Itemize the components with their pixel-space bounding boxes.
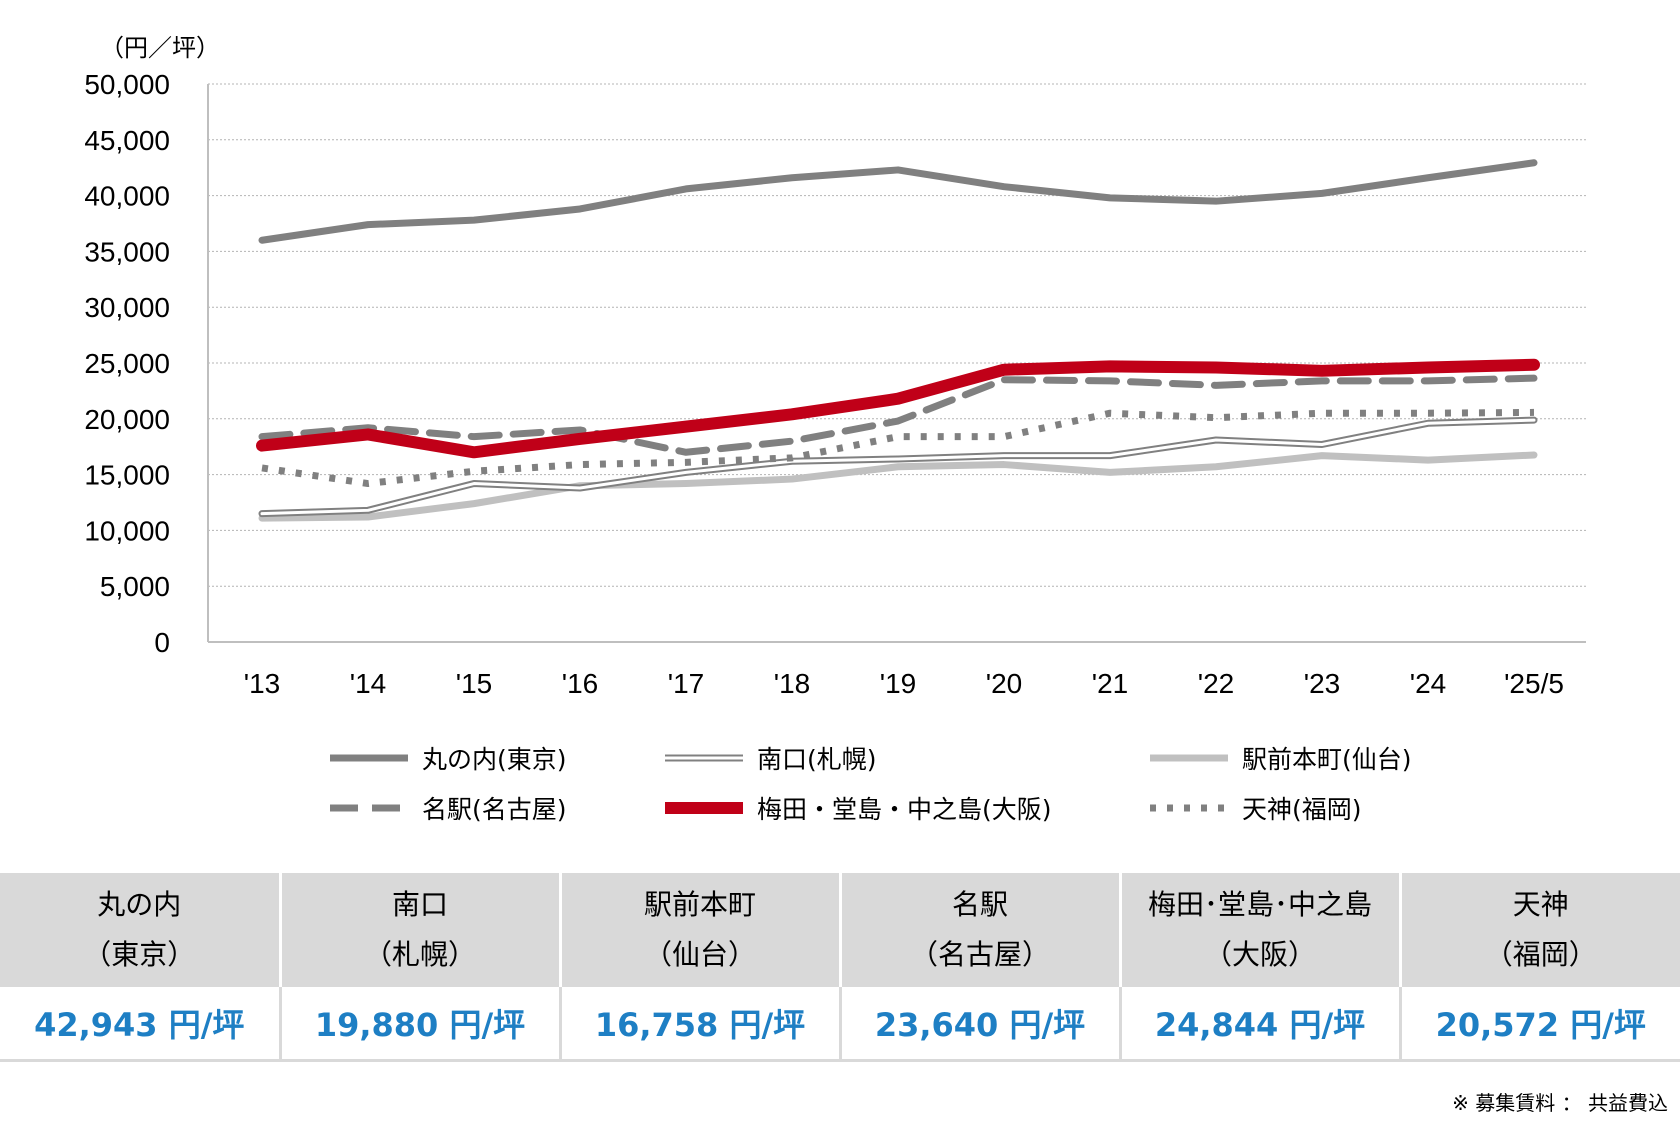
gridlines xyxy=(207,83,1586,643)
legend-label: 名駅(名古屋) xyxy=(422,795,567,824)
series-line xyxy=(258,374,1538,456)
legend-item: 駅前本町(仙台) xyxy=(1150,745,1412,774)
summary-header-cell: 名駅 （名古屋） xyxy=(838,873,1120,987)
legend-label: 駅前本町(仙台) xyxy=(1242,745,1412,774)
x-tick-label: '25/5 xyxy=(1504,668,1564,699)
line-chart: （円／坪） 0 5,000 10,000 15,000 20,000 25,000 30,0… xyxy=(84,34,1586,824)
summary-header-cell: 天神 （福岡） xyxy=(1398,873,1680,987)
x-tick-label: '15 xyxy=(456,668,493,699)
x-axis-ticks: '13 '14 '15 '16 '17 '18 '19 '20 '21 '22 '23 '24 '25/… xyxy=(244,668,1564,699)
summary-header-cell: 丸の内 （東京） xyxy=(0,873,280,987)
y-tick-label: 25,000 xyxy=(84,348,170,379)
y-tick-label: 15,000 xyxy=(84,460,170,491)
summary-value-cell: 20,572 円/坪 xyxy=(1398,987,1680,1062)
summary-header-cell: 梅田･堂島･中之島 （大阪） xyxy=(1118,873,1400,987)
x-tick-label: '17 xyxy=(668,668,705,699)
series-line xyxy=(260,418,1536,516)
legend-item: 丸の内(東京) xyxy=(330,745,567,774)
x-tick-label: '21 xyxy=(1092,668,1129,699)
summary-value-cell: 42,943 円/坪 xyxy=(0,987,280,1062)
legend-label: 南口(札幌) xyxy=(757,745,877,774)
summary-table: 丸の内 （東京） 南口 （札幌） 駅前本町 （仙台） 名駅 （名古屋） 梅田･堂島･中之… xyxy=(0,873,1680,1062)
y-tick-label: 30,000 xyxy=(84,292,170,323)
summary-value-cell: 19,880 円/坪 xyxy=(278,987,560,1062)
legend-item: 梅田・堂島・中之島(大阪) xyxy=(665,795,1052,824)
legend-label: 天神(福岡) xyxy=(1242,795,1362,824)
summary-value-cell: 23,640 円/坪 xyxy=(838,987,1120,1062)
y-tick-label: 35,000 xyxy=(84,236,170,267)
legend-label: 梅田・堂島・中之島(大阪) xyxy=(757,795,1052,824)
summary-value-cell: 24,844 円/坪 xyxy=(1118,987,1400,1062)
y-tick-label: 50,000 xyxy=(84,69,170,100)
summary-header-cell: 駅前本町 （仙台） xyxy=(558,873,840,987)
y-axis-unit-label: （円／坪） xyxy=(100,34,220,62)
x-tick-label: '19 xyxy=(880,668,917,699)
legend-label: 丸の内(東京) xyxy=(422,745,567,774)
x-tick-label: '20 xyxy=(986,668,1023,699)
y-axis-ticks: 0 5,000 10,000 15,000 20,000 25,000 30,000 35,0… xyxy=(84,69,170,658)
x-tick-label: '14 xyxy=(350,668,387,699)
y-tick-label: 40,000 xyxy=(84,181,170,212)
x-tick-label: '23 xyxy=(1304,668,1341,699)
summary-header-row: 丸の内 （東京） 南口 （札幌） 駅前本町 （仙台） 名駅 （名古屋） 梅田･堂島･中之… xyxy=(0,873,1680,987)
summary-header-cell: 南口 （札幌） xyxy=(278,873,560,987)
legend: 丸の内(東京) 南口(札幌) 駅前本町(仙台) 名駅(名古屋) 梅田・堂島・中之島(大阪… xyxy=(330,745,1412,824)
summary-value-row: 42,943 円/坪 19,880 円/坪 16,758 円/坪 23,640 … xyxy=(0,987,1680,1062)
x-tick-label: '13 xyxy=(244,668,281,699)
x-tick-label: '24 xyxy=(1410,668,1447,699)
series-line xyxy=(258,451,1538,522)
x-tick-label: '22 xyxy=(1198,668,1235,699)
series-line xyxy=(256,358,1540,459)
summary-value-cell: 16,758 円/坪 xyxy=(558,987,840,1062)
legend-item: 天神(福岡) xyxy=(1150,795,1362,824)
y-tick-label: 0 xyxy=(154,627,170,658)
x-tick-label: '18 xyxy=(774,668,811,699)
y-tick-label: 45,000 xyxy=(84,125,170,156)
y-tick-label: 20,000 xyxy=(84,404,170,435)
legend-item: 名駅(名古屋) xyxy=(330,795,567,824)
series-lines xyxy=(256,159,1540,522)
y-tick-label: 5,000 xyxy=(100,571,170,602)
series-line xyxy=(258,159,1538,244)
footnote: ※ 募集賃料 ： 共益費込 xyxy=(1452,1091,1668,1115)
legend-item: 南口(札幌) xyxy=(665,745,877,774)
x-tick-label: '16 xyxy=(562,668,599,699)
y-tick-label: 10,000 xyxy=(84,515,170,546)
